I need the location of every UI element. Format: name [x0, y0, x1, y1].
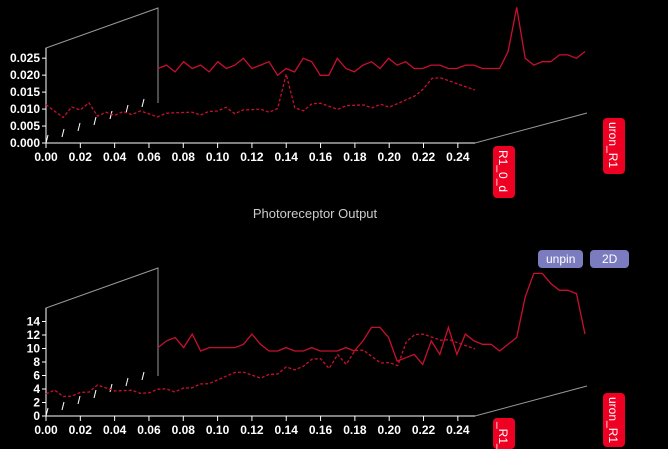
- panel-0-x-tick-label: 0.08: [172, 150, 196, 164]
- panel-0-x-tick-label: 0.24: [446, 150, 470, 164]
- panel-0-x-tick-label: 0.12: [240, 150, 264, 164]
- panel-0-x-tick-label: 0.20: [378, 150, 402, 164]
- bottom-series-b-tag[interactable]: _R1_: [493, 418, 515, 449]
- top-series-a-tag[interactable]: uron_R1: [603, 118, 625, 174]
- bottom-series-a-tag[interactable]: uron_R1: [603, 393, 625, 447]
- panel-1-x-tick-label: 0.16: [309, 423, 333, 437]
- panel-0-y-tick-label: 0.005: [10, 119, 40, 133]
- panel-1-depth-tick: [93, 389, 97, 399]
- panel-0-x-tick-label: 0.02: [69, 150, 93, 164]
- panel-0-depth-tick: [93, 116, 97, 126]
- panel-0-depth-tick: [125, 104, 129, 114]
- panel-1-depth-tick: [109, 383, 113, 393]
- panel-1-x-tick-label: 0.20: [378, 423, 402, 437]
- panel-1-y-tick-label: 4: [33, 382, 40, 396]
- panel-0-wall: [45, 7, 159, 143]
- panel-1-y-tick-label: 12: [27, 328, 41, 342]
- panel-1-y-tick-label: 0: [33, 409, 40, 423]
- top-series-b-tag[interactable]: R1_0_d: [493, 146, 515, 198]
- panel-0-x-tick-label: 0.00: [34, 150, 58, 164]
- panel-0-depth-tick: [109, 110, 113, 120]
- panel-0-y-tick-label: 0.015: [10, 85, 40, 99]
- panel-0-x-tick-label: 0.06: [137, 150, 161, 164]
- panel-1-x-tick-label: 0.18: [343, 423, 367, 437]
- panel-1-x-tick-label: 0.02: [69, 423, 93, 437]
- panel-0-x-tick-label: 0.18: [343, 150, 367, 164]
- panel-1-depth-tick: [61, 401, 65, 411]
- panel-0-series-solid: [157, 7, 586, 77]
- panel-0-y-tick-label: 0.000: [10, 136, 40, 150]
- panel-1-floor: [46, 385, 588, 417]
- panel-0-y-tick-label: 0.010: [10, 102, 40, 116]
- top-series-b-label: R1_0_d: [496, 150, 510, 193]
- panel-1-depth-tick: [141, 371, 145, 381]
- panel-1-x-tick-label: 0.10: [206, 423, 230, 437]
- panel-1-x-tick-label: 0.14: [275, 423, 299, 437]
- panel-1-x-tick-label: 0.00: [34, 423, 58, 437]
- panel-0-x-tick-label: 0.04: [103, 150, 127, 164]
- panel-0-depth-tick: [77, 122, 81, 132]
- panel-0-x-tick-label: 0.14: [275, 150, 299, 164]
- panel-0-y-tick-label: 0.025: [10, 51, 40, 65]
- panel-1-series-solid: [157, 272, 586, 366]
- panel-0-x-tick-label: 0.22: [412, 150, 436, 164]
- panel-0-x-tick-label: 0.10: [206, 150, 230, 164]
- panel-0-series-dashed: [45, 74, 476, 119]
- panel-1-y-tick-label: 6: [33, 369, 40, 383]
- panel-1-x-tick-label: 0.12: [240, 423, 264, 437]
- bottom-series-a-label: uron_R1: [606, 397, 620, 444]
- panel-0-y-tick-label: 0.020: [10, 68, 40, 82]
- top-series-a-label: uron_R1: [606, 122, 620, 169]
- panel-1-x-tick-label: 0.06: [137, 423, 161, 437]
- panel-0-depth-tick: [61, 128, 65, 138]
- panel-1-y-tick-label: 2: [33, 396, 40, 410]
- two-d-button[interactable]: 2D: [590, 250, 630, 268]
- unpin-button[interactable]: unpin: [538, 250, 584, 268]
- panel-1-x-tick-label: 0.22: [412, 423, 436, 437]
- panel-1-depth-tick: [77, 395, 81, 405]
- bottom-series-b-label: _R1_: [496, 422, 510, 449]
- panel-1-depth-tick: [125, 377, 129, 387]
- panel-1-x-tick-label: 0.08: [172, 423, 196, 437]
- panel-0-depth-tick: [141, 98, 145, 108]
- panel-1-y-tick-label: 14: [27, 315, 41, 329]
- panel-1-y-tick-label: 10: [27, 342, 41, 356]
- panel-1-y-tick-label: 8: [33, 355, 40, 369]
- panel-1-x-tick-label: 0.24: [446, 423, 470, 437]
- chart-title: Photoreceptor Output: [252, 206, 378, 221]
- panel-0-x-tick-label: 0.16: [309, 150, 333, 164]
- panel-0-floor: [46, 112, 588, 144]
- panel-1-wall: [45, 267, 159, 416]
- panel-1-x-tick-label: 0.04: [103, 423, 127, 437]
